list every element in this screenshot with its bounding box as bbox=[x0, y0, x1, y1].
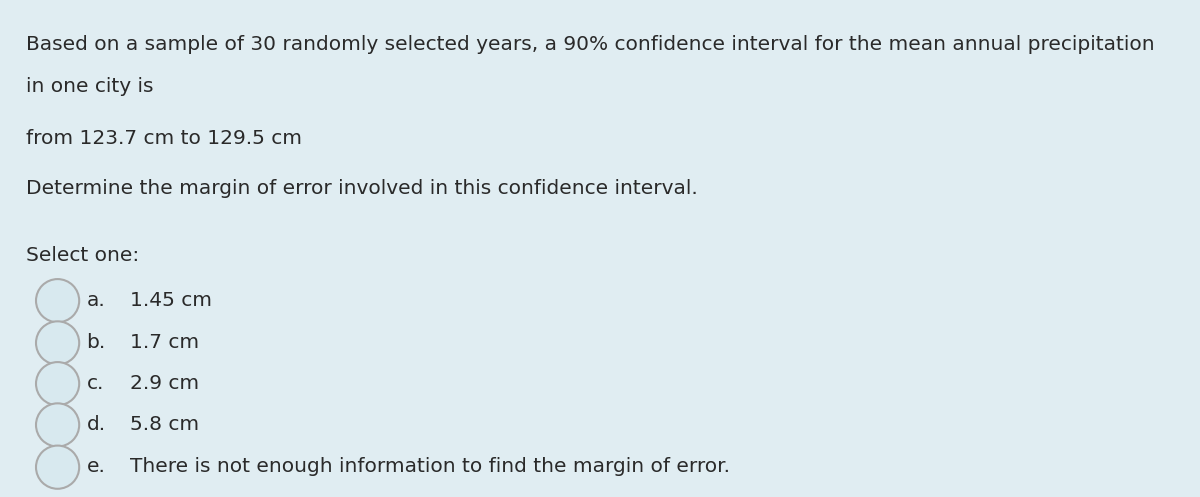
Text: Based on a sample of 30 randomly selected years, a 90% confidence interval for t: Based on a sample of 30 randomly selecte… bbox=[26, 35, 1156, 54]
Text: in one city is: in one city is bbox=[26, 77, 154, 96]
Ellipse shape bbox=[36, 279, 79, 322]
Text: 1.7 cm: 1.7 cm bbox=[130, 333, 199, 352]
Ellipse shape bbox=[36, 446, 79, 489]
Ellipse shape bbox=[36, 404, 79, 446]
Text: There is not enough information to find the margin of error.: There is not enough information to find … bbox=[130, 457, 730, 476]
Text: d.: d. bbox=[86, 415, 106, 434]
Ellipse shape bbox=[36, 322, 79, 364]
Text: Determine the margin of error involved in this confidence interval.: Determine the margin of error involved i… bbox=[26, 179, 698, 198]
Text: c.: c. bbox=[86, 374, 103, 393]
Text: 5.8 cm: 5.8 cm bbox=[130, 415, 199, 434]
Text: b.: b. bbox=[86, 333, 106, 352]
Text: 2.9 cm: 2.9 cm bbox=[130, 374, 199, 393]
Text: from 123.7 cm to 129.5 cm: from 123.7 cm to 129.5 cm bbox=[26, 129, 302, 148]
Text: e.: e. bbox=[86, 457, 106, 476]
Text: a.: a. bbox=[86, 291, 106, 310]
Text: Select one:: Select one: bbox=[26, 246, 139, 265]
Text: 1.45 cm: 1.45 cm bbox=[130, 291, 211, 310]
Ellipse shape bbox=[36, 362, 79, 405]
